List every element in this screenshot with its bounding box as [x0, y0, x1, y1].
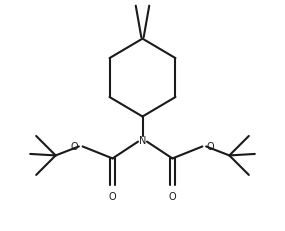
Text: N: N: [139, 136, 146, 146]
Text: O: O: [70, 141, 78, 151]
Text: O: O: [169, 191, 176, 201]
Text: O: O: [207, 141, 215, 151]
Text: O: O: [109, 191, 116, 201]
